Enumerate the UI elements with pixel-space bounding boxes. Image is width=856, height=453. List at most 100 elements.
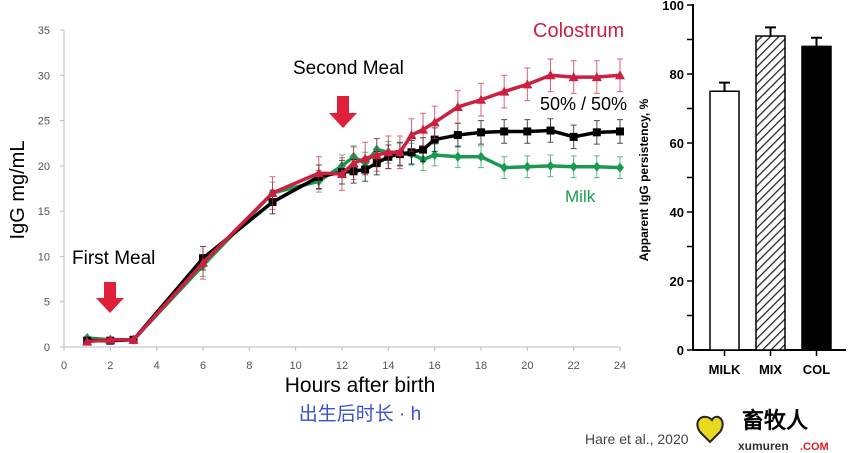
first-meal-arrow-icon	[96, 282, 124, 313]
data-point	[476, 94, 486, 104]
data-point	[371, 149, 382, 159]
x-tick-label: 8	[246, 360, 252, 372]
bar-y-tick-label: 100	[662, 0, 684, 13]
data-point	[477, 151, 485, 162]
data-point	[453, 151, 462, 162]
bar-category-label: MIX	[759, 362, 782, 377]
first-meal-label: First Meal	[72, 248, 155, 269]
x-tick-label: 10	[290, 360, 302, 372]
data-point	[394, 147, 405, 157]
data-point	[499, 86, 510, 96]
x-tick-label: 22	[568, 360, 580, 372]
data-point	[592, 128, 601, 137]
data-point	[313, 168, 324, 178]
persistency-bar-chart: 0 20 40 60 80 100 MILK MIX COL	[662, 0, 846, 377]
bar-category-label: COL	[803, 362, 831, 377]
data-point	[348, 158, 359, 168]
x-tick-label: 18	[475, 360, 487, 372]
data-point	[523, 161, 532, 172]
y-tick-label: 15	[38, 206, 50, 218]
bar-error	[765, 26, 776, 37]
data-point	[418, 124, 429, 134]
bar-error	[719, 81, 730, 92]
data-point	[105, 334, 116, 344]
bar-y-tick-label: 60	[670, 136, 684, 151]
data-point	[545, 70, 556, 80]
legend-milk: Milk	[565, 187, 596, 206]
data-point	[500, 127, 509, 136]
x-tick-label: 16	[429, 360, 441, 372]
bar-y-tick-label: 20	[670, 274, 684, 289]
y-tick-label: 5	[44, 297, 50, 309]
data-point	[546, 160, 555, 171]
data-point	[453, 131, 462, 140]
data-point	[82, 336, 93, 346]
data-point	[430, 149, 439, 160]
series-colostrum	[82, 58, 625, 346]
x-tick-label: 20	[521, 360, 533, 372]
data-point	[383, 147, 394, 157]
bar-error	[811, 36, 822, 47]
second-meal-arrow-icon	[329, 96, 357, 128]
bar-category-label: MILK	[709, 362, 741, 377]
data-point	[523, 127, 532, 136]
data-point	[406, 130, 417, 140]
bar-y-tick-label: 0	[677, 343, 684, 358]
x-axis-label-cn: 出生后时长 · h	[299, 403, 421, 425]
y-tick-label: 35	[38, 25, 50, 37]
data-point	[430, 135, 439, 144]
bar-y-tick-label: 40	[670, 205, 684, 220]
data-point	[477, 128, 485, 137]
data-point	[522, 79, 533, 89]
legend-mix: 50% / 50%	[540, 94, 627, 114]
x-tick-label: 14	[382, 360, 394, 372]
data-point	[360, 153, 371, 163]
data-point	[337, 169, 347, 179]
citation: Hare et al., 2020	[585, 431, 689, 447]
x-tick-label: 2	[107, 360, 113, 372]
data-point	[568, 72, 579, 82]
data-point	[267, 188, 278, 198]
y-tick-label: 25	[38, 116, 50, 128]
y-tick-label: 30	[38, 70, 50, 82]
y-tick-label: 10	[38, 251, 50, 263]
y-axis-label: IgG mg/mL	[7, 141, 29, 240]
bar-mix	[755, 35, 786, 351]
data-point	[616, 162, 624, 173]
data-point	[452, 101, 463, 111]
x-tick-label: 6	[200, 360, 206, 372]
bar-milk	[709, 90, 740, 351]
x-tick-label: 4	[154, 360, 160, 372]
data-point	[429, 117, 440, 127]
legend-colostrum: Colostrum	[533, 20, 624, 42]
data-point	[407, 148, 416, 157]
bar-y-tick-label: 80	[670, 67, 684, 82]
watermark-logo: 畜牧人 xumuren .COM	[696, 408, 829, 453]
bar-col	[801, 45, 832, 351]
watermark-en: xumuren	[738, 439, 789, 453]
data-point	[591, 72, 602, 82]
data-point	[500, 162, 509, 173]
data-point	[419, 145, 428, 154]
bar-y-axis-label: Apparent IgG persistency, %	[637, 98, 651, 261]
y-tick-label: 20	[38, 161, 50, 173]
watermark-cn: 畜牧人	[742, 408, 808, 433]
data-point	[198, 257, 208, 267]
data-point	[569, 161, 578, 172]
second-meal-label: Second Meal	[293, 58, 404, 79]
data-point	[615, 70, 625, 80]
x-axis-label: Hours after birth	[285, 374, 436, 397]
watermark-com: .COM	[800, 441, 829, 453]
data-point	[592, 161, 601, 172]
x-tick-label: 12	[336, 360, 348, 372]
x-tick-label: 24	[614, 360, 626, 372]
data-point	[546, 126, 555, 135]
data-point	[569, 132, 578, 141]
x-tick-label: 0	[61, 360, 67, 372]
data-point	[128, 334, 139, 344]
data-point	[616, 127, 624, 136]
y-tick-label: 0	[44, 342, 50, 354]
